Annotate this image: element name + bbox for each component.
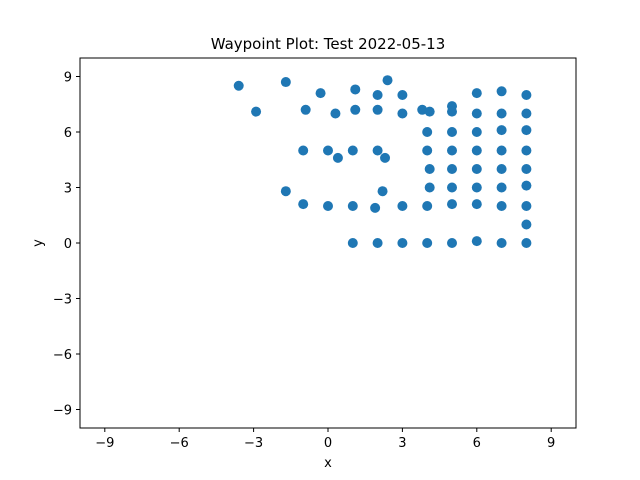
data-point xyxy=(233,80,244,91)
data-point xyxy=(447,127,457,137)
data-point xyxy=(471,88,482,99)
data-point xyxy=(521,145,532,156)
data-point xyxy=(397,108,408,119)
data-point xyxy=(251,106,262,117)
data-point xyxy=(496,145,507,156)
data-point xyxy=(521,180,532,191)
data-point xyxy=(424,182,435,193)
data-point xyxy=(280,77,291,88)
data-point xyxy=(397,238,408,248)
data-point xyxy=(298,199,309,210)
data-point xyxy=(347,238,358,248)
data-point xyxy=(471,182,482,193)
data-point xyxy=(471,145,482,156)
plot-area xyxy=(233,75,532,248)
data-point xyxy=(496,86,507,97)
y-tick-label: −6 xyxy=(53,348,72,363)
data-point xyxy=(521,201,532,211)
data-point xyxy=(380,152,391,163)
data-point xyxy=(424,106,435,117)
data-point xyxy=(347,145,358,156)
x-tick-label: −9 xyxy=(95,436,114,451)
data-point xyxy=(280,186,291,197)
data-point xyxy=(350,104,361,115)
data-point xyxy=(397,201,408,211)
data-point xyxy=(323,145,333,156)
y-tick-label: −9 xyxy=(53,404,72,419)
data-point xyxy=(347,201,358,211)
data-point xyxy=(382,75,393,86)
x-tick-label: 0 xyxy=(324,436,332,451)
x-axis-label: x xyxy=(324,456,332,471)
y-axis-label: y xyxy=(31,239,46,247)
data-point xyxy=(447,182,457,193)
data-point xyxy=(447,238,457,248)
data-point xyxy=(496,238,507,248)
data-point xyxy=(372,145,383,156)
data-point xyxy=(471,127,482,137)
data-point xyxy=(330,108,341,119)
data-point xyxy=(496,125,507,136)
data-point xyxy=(471,199,482,210)
data-point xyxy=(422,145,433,156)
x-tick-label: 9 xyxy=(547,436,555,451)
y-tick-label: 0 xyxy=(64,237,72,252)
data-point xyxy=(298,145,309,156)
data-point xyxy=(323,201,333,211)
data-point xyxy=(471,108,482,119)
y-tick-label: 9 xyxy=(64,71,72,86)
data-point xyxy=(315,88,326,99)
data-point xyxy=(447,106,457,117)
data-point xyxy=(447,199,457,210)
data-point xyxy=(521,125,532,136)
data-point xyxy=(521,90,532,100)
data-point xyxy=(372,238,383,248)
data-point xyxy=(422,127,433,137)
data-point xyxy=(377,186,388,197)
data-point xyxy=(422,238,433,248)
data-point xyxy=(424,164,435,174)
data-point xyxy=(422,201,433,211)
x-tick-label: −3 xyxy=(244,436,263,451)
data-point xyxy=(370,202,381,213)
x-tick-label: 3 xyxy=(398,436,406,451)
x-axis: −9 −6 −3 0 3 6 9 xyxy=(95,428,555,451)
data-point xyxy=(521,108,532,119)
data-point xyxy=(496,108,507,119)
y-tick-label: −3 xyxy=(53,293,72,308)
data-point xyxy=(521,219,532,230)
data-point xyxy=(397,90,408,100)
x-tick-label: −6 xyxy=(170,436,189,451)
data-point xyxy=(471,164,482,174)
y-axis: −9 −6 −3 0 3 6 9 xyxy=(53,71,80,419)
data-point xyxy=(447,164,457,174)
data-point xyxy=(496,182,507,193)
data-point xyxy=(350,84,361,95)
data-point xyxy=(447,145,457,156)
data-point xyxy=(496,201,507,211)
y-tick-label: 3 xyxy=(64,182,72,197)
data-point xyxy=(496,164,507,174)
chart-title: Waypoint Plot: Test 2022-05-13 xyxy=(211,35,446,53)
y-tick-label: 6 xyxy=(64,126,72,141)
x-tick-label: 6 xyxy=(473,436,481,451)
data-point xyxy=(372,104,383,115)
data-point xyxy=(521,238,532,248)
data-point xyxy=(372,90,383,100)
data-point xyxy=(300,104,311,115)
data-point xyxy=(521,164,532,174)
data-point xyxy=(332,152,343,163)
data-point xyxy=(471,236,482,247)
